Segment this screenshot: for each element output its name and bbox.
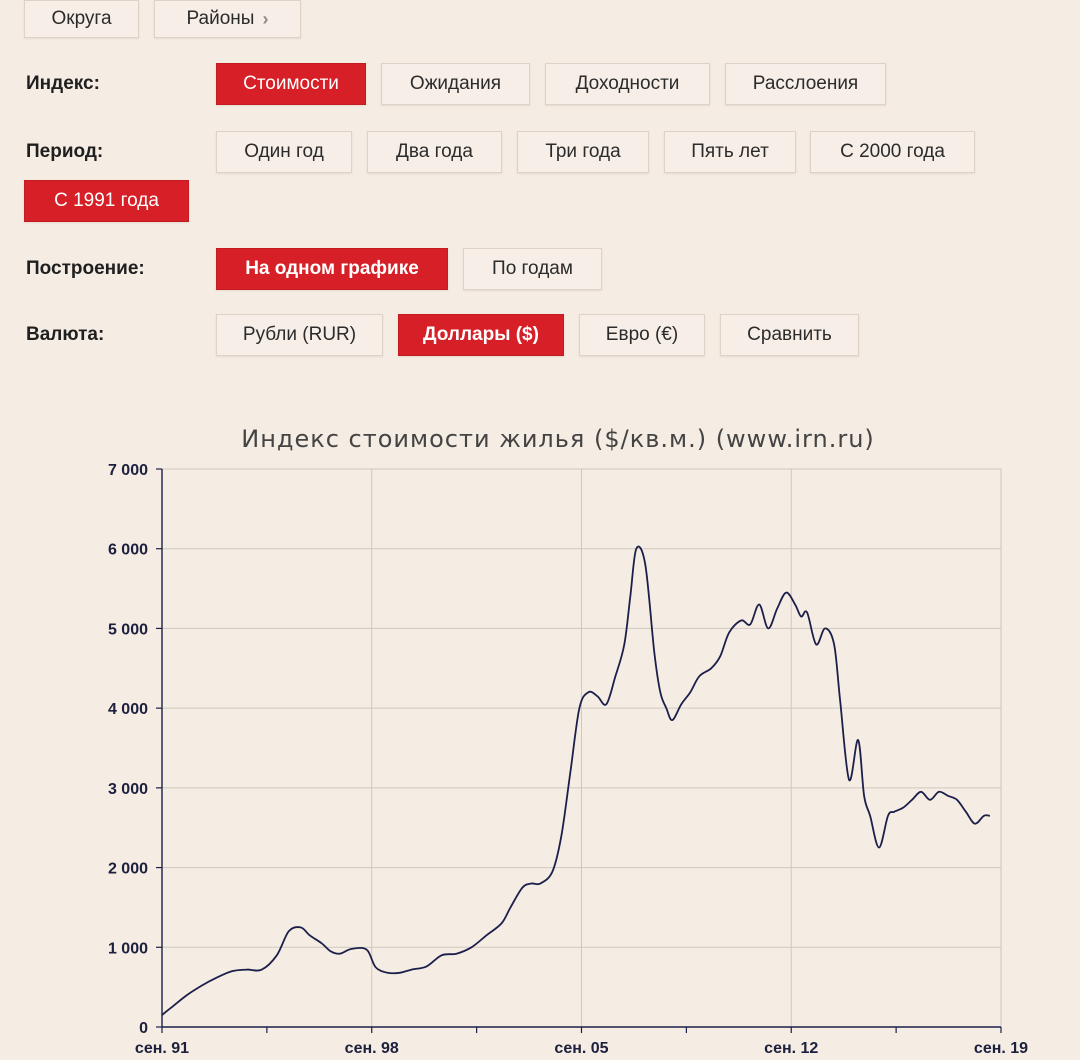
y-tick-label: 1 000 [108, 940, 148, 957]
period-option-since-1991[interactable]: С 1991 года [24, 180, 189, 222]
currency-option-rub[interactable]: Рубли (RUR) [216, 314, 383, 356]
x-tick-label: сен. 91 [135, 1040, 189, 1057]
index-option-label: Ожидания [409, 73, 502, 94]
index-option-ozhidaniya[interactable]: Ожидания [381, 63, 530, 105]
period-option-five-years[interactable]: Пять лет [664, 131, 796, 173]
tick-labels: 0 1 000 2 000 3 000 4 000 5 000 6 000 7 000 сен.… [108, 462, 1028, 1057]
series-line-price-index [161, 545, 991, 1016]
okruga-button[interactable]: Округа [24, 0, 139, 38]
index-option-label: Стоимости [243, 73, 339, 94]
index-option-stoimosti[interactable]: Стоимости [216, 63, 366, 105]
index-option-label: Доходности [575, 73, 680, 94]
period-option-label: С 2000 года [840, 141, 945, 162]
y-tick-label: 2 000 [108, 861, 148, 878]
period-option-three-years[interactable]: Три года [517, 131, 649, 173]
period-option-one-year[interactable]: Один год [216, 131, 352, 173]
price-index-chart: Индекс стоимости жилья ($/кв.м.) (www.ir… [108, 425, 1028, 1057]
series [161, 545, 991, 1016]
x-tick-label: сен. 19 [974, 1040, 1028, 1057]
currency-option-label: Доллары ($) [423, 324, 539, 345]
period-option-label: Два года [396, 141, 473, 162]
y-tick-label: 6 000 [108, 542, 148, 559]
index-option-rassloeniya[interactable]: Расслоения [725, 63, 886, 105]
y-tick-label: 0 [139, 1020, 148, 1037]
chevron-right-icon: › [262, 8, 269, 29]
period-row-label: Период: [26, 141, 104, 162]
axes [156, 468, 1002, 1033]
y-tick-label: 5 000 [108, 621, 148, 638]
period-option-since-2000[interactable]: С 2000 года [810, 131, 975, 173]
period-option-label: Один год [244, 141, 324, 162]
index-option-dokhodnosti[interactable]: Доходности [545, 63, 710, 105]
build-row-label: Построение: [26, 258, 145, 279]
currency-option-eur[interactable]: Евро (€) [579, 314, 705, 356]
period-option-label: Три года [545, 141, 621, 162]
build-option-label: На одном графике [245, 258, 419, 279]
rayony-label: Районы [186, 8, 255, 29]
currency-option-label: Сравнить [747, 324, 832, 345]
x-tick-label: сен. 98 [345, 1040, 399, 1057]
build-option-one-chart[interactable]: На одном графике [216, 248, 448, 290]
period-option-label: Пять лет [691, 141, 769, 162]
y-tick-label: 7 000 [108, 462, 148, 479]
index-row-label: Индекс: [26, 73, 100, 94]
currency-option-label: Рубли (RUR) [242, 324, 357, 345]
index-option-label: Расслоения [752, 73, 859, 94]
rayony-button[interactable]: Районы › [154, 0, 301, 38]
period-option-label: С 1991 года [54, 190, 159, 211]
chart-title: Индекс стоимости жилья ($/кв.м.) (www.ir… [241, 425, 875, 453]
okruga-label: Округа [51, 8, 112, 29]
x-tick-label: сен. 12 [764, 1040, 818, 1057]
y-tick-label: 3 000 [108, 781, 148, 798]
currency-option-compare[interactable]: Сравнить [720, 314, 859, 356]
currency-option-label: Евро (€) [605, 324, 679, 345]
currency-row-label: Валюта: [26, 324, 105, 345]
grid [162, 468, 1002, 1027]
period-option-two-years[interactable]: Два года [367, 131, 502, 173]
build-option-label: По годам [492, 258, 573, 279]
currency-option-usd[interactable]: Доллары ($) [398, 314, 564, 356]
build-option-by-years[interactable]: По годам [463, 248, 602, 290]
y-tick-label: 4 000 [108, 701, 148, 718]
x-tick-label: сен. 05 [554, 1040, 608, 1057]
